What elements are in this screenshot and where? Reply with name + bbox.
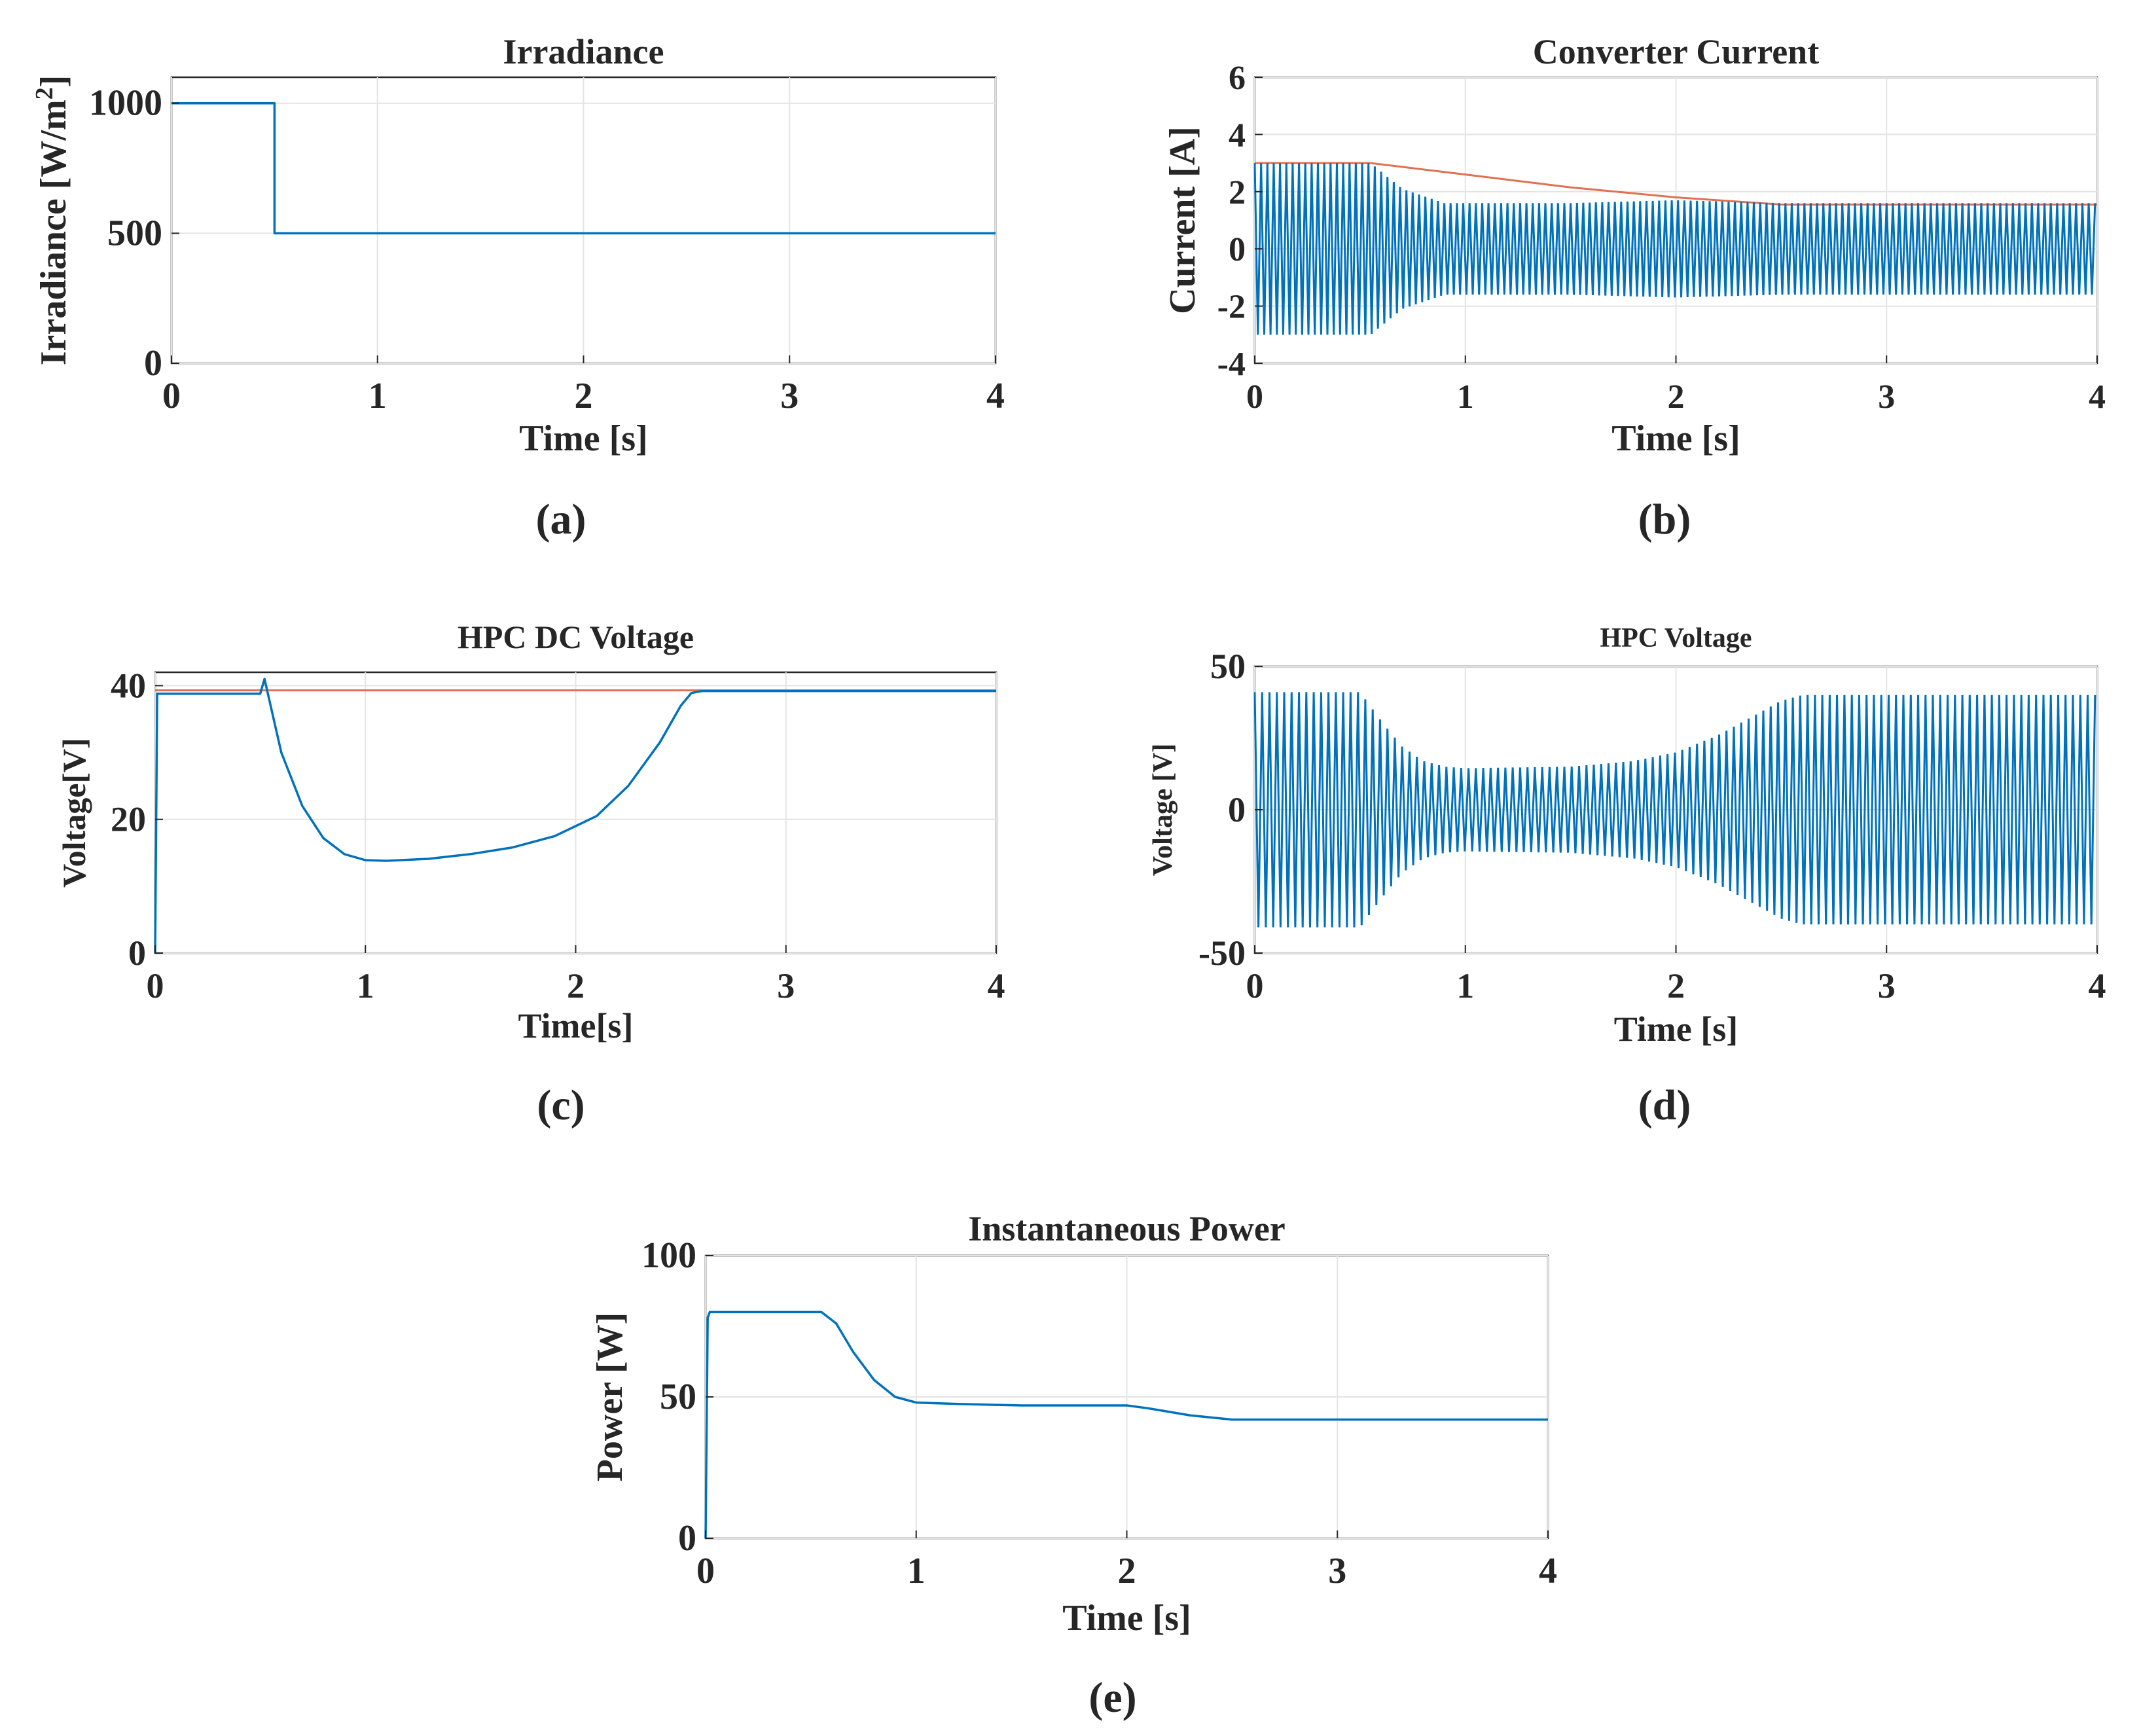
chart-d-series-0-line <box>1253 692 2096 928</box>
chart-c-ytick-label: 40 <box>111 666 146 705</box>
chart-a-ytick-label: 0 <box>144 343 162 384</box>
chart-e-caption: (e) <box>1088 1674 1136 1722</box>
chart-panel-a: 0 1 2 3 4 0 500 1000 Irradiance Time [s] Irradi… <box>31 32 1005 543</box>
chart-d-xtick-label: 4 <box>2089 966 2106 1005</box>
chart-a-caption: (a) <box>536 496 586 543</box>
chart-e-xtick-label: 0 <box>696 1551 715 1591</box>
chart-e-xtick-label: 4 <box>1539 1551 1557 1591</box>
chart-c-xtick-label: 0 <box>147 966 164 1005</box>
chart-b-ytick-label: 6 <box>1229 60 1246 97</box>
chart-b-xtick-label: 0 <box>1246 378 1263 416</box>
chart-b-caption: (b) <box>1638 496 1691 543</box>
chart-a-ytick-label: 500 <box>107 213 162 253</box>
chart-b-series-layer <box>1253 162 2097 335</box>
chart-a-xtick-label: 3 <box>780 376 799 416</box>
chart-c-xtick-label: 4 <box>988 966 1005 1005</box>
chart-e-xtick-label: 1 <box>907 1551 926 1591</box>
chart-b-xtick-label: 1 <box>1457 378 1474 416</box>
chart-b-series-1-line <box>1253 163 2096 335</box>
chart-b-ytick-label: -4 <box>1217 346 1246 383</box>
chart-a-title: Irradiance <box>503 32 664 71</box>
chart-e-ytick-label: 0 <box>678 1518 696 1559</box>
chart-d-ytick-label: -50 <box>1198 933 1246 973</box>
chart-e-series-0-line <box>704 1311 1548 1539</box>
chart-c-xtick-label: 1 <box>357 966 374 1005</box>
chart-e-ticks: 0 1 2 3 4 0 50 100 <box>641 1235 1557 1591</box>
chart-b-xtick-label: 4 <box>2089 378 2106 416</box>
chart-a-xtick-label: 4 <box>986 376 1005 416</box>
chart-d-xtick-label: 3 <box>1878 966 1896 1005</box>
chart-d-ytick-label: 0 <box>1228 790 1246 829</box>
chart-c-xtick-label: 2 <box>567 966 585 1005</box>
chart-b-ytick-label: -2 <box>1217 289 1246 326</box>
chart-d-series-layer <box>1253 692 2096 928</box>
chart-a-xtick-label: 1 <box>369 376 387 416</box>
chart-c-title: HPC DC Voltage <box>458 619 694 655</box>
chart-e-title: Instantaneous Power <box>968 1209 1286 1248</box>
chart-b-ytick-label: 4 <box>1229 117 1246 154</box>
chart-e-ytick-label: 50 <box>660 1377 696 1417</box>
chart-e-ytick-label: 100 <box>641 1235 696 1276</box>
chart-a-ylabel-bracket: ] <box>33 75 74 88</box>
chart-a-xtick-label: 2 <box>575 376 593 416</box>
chart-panel-b: 0 1 2 3 4 -4 -2 0 2 4 6 Converter Current Time [s]… <box>1162 32 2106 543</box>
chart-a-series-0-line <box>171 101 996 235</box>
chart-a-series-layer <box>171 101 996 235</box>
chart-d-caption: (d) <box>1638 1081 1691 1129</box>
chart-b-ytick-label: 2 <box>1229 174 1246 211</box>
chart-c-series-layer <box>154 678 996 954</box>
chart-d-xlabel: Time [s] <box>1614 1009 1738 1049</box>
chart-b-ytick-label: 0 <box>1229 231 1246 268</box>
chart-c-series-1-line <box>154 678 996 954</box>
chart-c-ylabel: Voltage[V] <box>56 738 92 888</box>
chart-a-ylabel: Irradiance [W/m2] <box>31 75 74 366</box>
chart-d-xtick-label: 2 <box>1667 966 1685 1005</box>
chart-panel-e: 0 1 2 3 4 0 50 100 Instantaneous Power Time [s]… <box>590 1209 1557 1722</box>
chart-a-ytick-label: 1000 <box>89 83 162 124</box>
chart-b-ticks: 0 1 2 3 4 -4 -2 0 2 4 6 <box>1217 60 2106 416</box>
chart-e-xtick-label: 3 <box>1328 1551 1346 1591</box>
chart-b-xtick-label: 2 <box>1668 378 1685 416</box>
chart-b-xlabel: Time [s] <box>1611 418 1740 459</box>
chart-d-title: HPC Voltage <box>1600 623 1752 653</box>
chart-e-xlabel: Time [s] <box>1062 1598 1191 1638</box>
chart-d-ylabel: Voltage [V] <box>1148 744 1178 877</box>
chart-a-ylabel-superscript: 2 <box>31 87 58 99</box>
chart-a-xlabel: Time [s] <box>519 418 648 459</box>
chart-b-title: Converter Current <box>1533 32 1819 71</box>
chart-a-ticks: 0 1 2 3 4 0 500 1000 <box>89 83 1005 416</box>
chart-a-ylabel-text: Irradiance [W/m <box>33 99 74 365</box>
chart-c-xtick-label: 3 <box>777 966 795 1005</box>
chart-d-xtick-label: 0 <box>1246 966 1264 1005</box>
chart-e-series-layer <box>704 1311 1548 1539</box>
chart-d-ytick-label: 50 <box>1210 647 1246 686</box>
chart-c-xlabel: Time[s] <box>518 1006 634 1045</box>
chart-c-caption: (c) <box>537 1081 585 1129</box>
chart-e-ylabel: Power [W] <box>590 1312 630 1482</box>
chart-a-xtick-label: 0 <box>162 376 181 416</box>
chart-b-xtick-label: 3 <box>1878 378 1895 416</box>
chart-e-xtick-label: 2 <box>1118 1551 1136 1591</box>
chart-b-series-0-line <box>1255 162 2097 206</box>
chart-b-ylabel: Current [A] <box>1162 126 1203 314</box>
chart-d-xtick-label: 1 <box>1456 966 1474 1005</box>
chart-c-ytick-label: 0 <box>128 933 146 973</box>
chart-c-ytick-label: 20 <box>111 800 146 839</box>
